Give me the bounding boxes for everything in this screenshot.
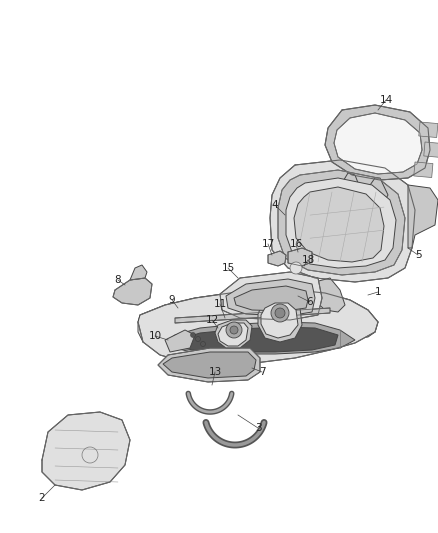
Circle shape — [201, 342, 205, 346]
Polygon shape — [288, 248, 312, 266]
Polygon shape — [165, 330, 195, 352]
Circle shape — [271, 304, 289, 322]
Text: 7: 7 — [259, 367, 265, 377]
Text: 1: 1 — [374, 287, 381, 297]
Polygon shape — [215, 320, 252, 348]
Text: 3: 3 — [254, 423, 261, 433]
Polygon shape — [178, 327, 338, 352]
Circle shape — [230, 326, 238, 334]
Text: 17: 17 — [261, 239, 275, 249]
Circle shape — [275, 308, 285, 318]
Polygon shape — [368, 178, 388, 205]
Polygon shape — [334, 113, 422, 174]
Polygon shape — [261, 303, 298, 338]
Text: 8: 8 — [115, 275, 121, 285]
Polygon shape — [408, 185, 438, 248]
Bar — [424, 142, 438, 158]
Polygon shape — [270, 160, 415, 282]
Polygon shape — [168, 322, 355, 354]
Bar — [414, 162, 433, 177]
Text: 9: 9 — [169, 295, 175, 305]
Polygon shape — [138, 290, 378, 365]
Polygon shape — [234, 286, 308, 311]
Text: 11: 11 — [213, 299, 226, 309]
Text: 16: 16 — [290, 239, 303, 249]
Text: 12: 12 — [205, 315, 219, 325]
Bar — [419, 122, 438, 138]
Polygon shape — [294, 187, 384, 262]
Polygon shape — [258, 300, 302, 342]
Polygon shape — [113, 278, 152, 305]
Circle shape — [226, 322, 242, 338]
Text: 6: 6 — [307, 297, 313, 307]
Circle shape — [290, 262, 302, 274]
Polygon shape — [130, 265, 147, 280]
Polygon shape — [268, 251, 286, 266]
Polygon shape — [42, 412, 130, 490]
Polygon shape — [226, 279, 315, 316]
Text: 14: 14 — [379, 95, 392, 105]
Polygon shape — [163, 352, 256, 378]
Polygon shape — [138, 290, 378, 342]
Text: 15: 15 — [221, 263, 235, 273]
Polygon shape — [312, 278, 345, 312]
Text: 18: 18 — [301, 255, 314, 265]
Circle shape — [195, 336, 201, 342]
Text: 10: 10 — [148, 331, 162, 341]
Circle shape — [191, 333, 195, 337]
Polygon shape — [325, 105, 430, 180]
Text: 5: 5 — [415, 250, 421, 260]
Polygon shape — [218, 323, 248, 346]
Text: 4: 4 — [272, 200, 278, 210]
Polygon shape — [286, 178, 396, 268]
Polygon shape — [158, 348, 260, 382]
Text: 2: 2 — [39, 493, 45, 503]
Polygon shape — [278, 170, 405, 275]
Polygon shape — [175, 308, 330, 323]
Polygon shape — [220, 272, 322, 320]
Text: 13: 13 — [208, 367, 222, 377]
Polygon shape — [342, 173, 360, 198]
